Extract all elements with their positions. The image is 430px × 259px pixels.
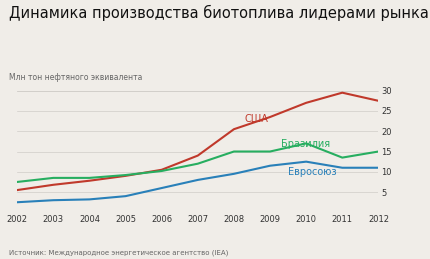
Text: Евросоюз: Евросоюз — [288, 167, 337, 177]
Text: Источник: Международное энергетическое агентство (IEA): Источник: Международное энергетическое а… — [9, 250, 228, 256]
Text: Млн тон нефтяного эквивалента: Млн тон нефтяного эквивалента — [9, 73, 142, 82]
Text: Динамика производства биотоплива лидерами рынка: Динамика производства биотоплива лидерам… — [9, 5, 428, 21]
Text: Бразилия: Бразилия — [281, 140, 330, 149]
Text: США: США — [245, 114, 269, 124]
